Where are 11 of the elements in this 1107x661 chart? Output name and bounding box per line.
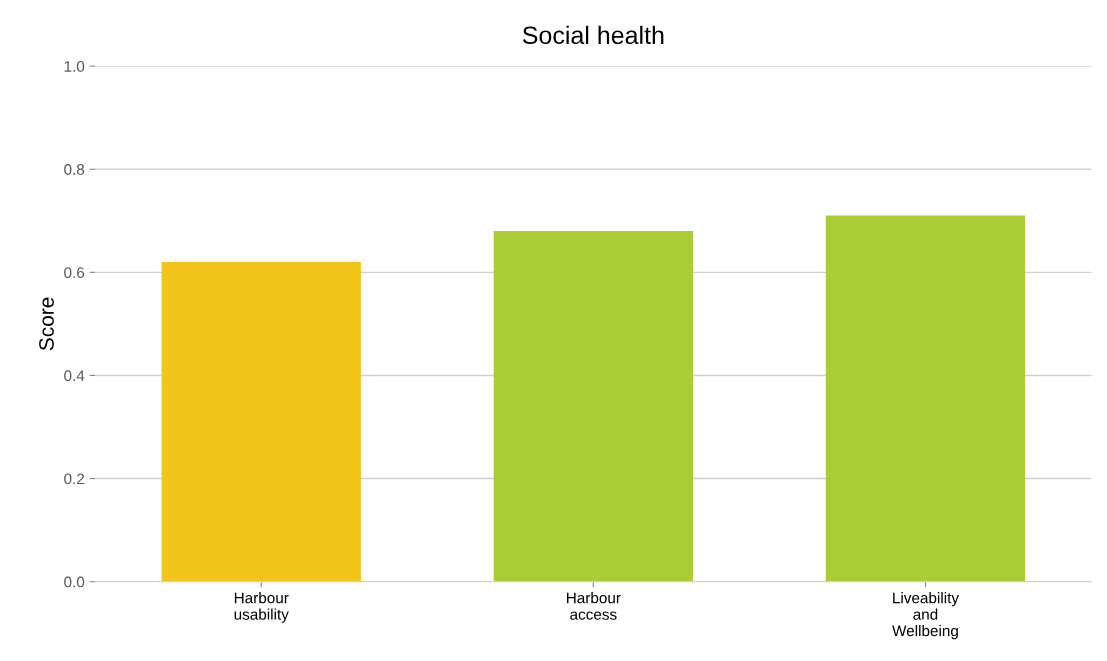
- chart-title: Social health: [522, 25, 664, 45]
- x-tick-label: Harbour usability: [234, 592, 289, 623]
- y-tick-label: 0.6: [64, 267, 85, 279]
- y-axis-title: Score: [39, 297, 54, 351]
- y-tick-label: 0.8: [64, 164, 85, 175]
- y-tick-label: 0.0: [64, 576, 85, 588]
- y-tick-label: 0.4: [64, 370, 85, 382]
- y-tick-label: 0.2: [64, 473, 85, 485]
- x-tick-label: Harbour access: [567, 592, 621, 620]
- x-tick-label: Liveability and Wellbeing: [892, 592, 959, 640]
- y-tick-label: 1.0: [64, 60, 85, 72]
